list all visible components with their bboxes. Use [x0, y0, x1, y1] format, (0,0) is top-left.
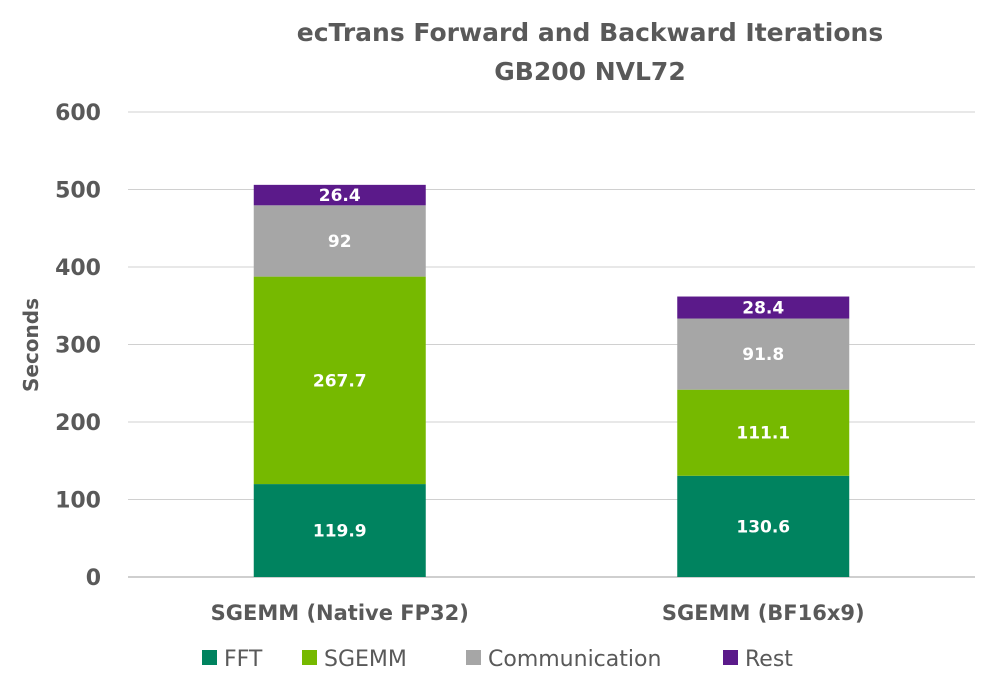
- data-label: 267.7: [313, 371, 367, 391]
- bar-segment-communication: [677, 318, 850, 390]
- data-label: 91.8: [742, 345, 784, 365]
- data-label: 92: [328, 232, 352, 252]
- legend-swatch: [723, 650, 738, 665]
- bar-segment-fft: [677, 475, 850, 577]
- bar-segment-sgemm: [253, 276, 426, 485]
- legend-label: SGEMM: [324, 647, 407, 672]
- legend-swatch: [466, 650, 481, 665]
- legend-swatch: [302, 650, 317, 665]
- x-category-label: SGEMM (Native FP32): [211, 601, 469, 625]
- x-category-label: SGEMM (BF16x9): [662, 601, 865, 625]
- data-label: 130.6: [736, 517, 790, 537]
- bar-segment-rest: [253, 184, 426, 206]
- data-label: 26.4: [319, 186, 361, 206]
- y-tick-label: 400: [55, 256, 101, 281]
- bar-segment-rest: [677, 296, 850, 319]
- data-label: 111.1: [736, 424, 790, 444]
- y-tick-label: 600: [55, 101, 101, 126]
- bar-segment-fft: [253, 484, 426, 577]
- data-label: 28.4: [742, 299, 784, 319]
- bar-segment-sgemm: [677, 389, 850, 476]
- y-tick-label: 500: [55, 179, 101, 204]
- bar-segment-communication: [253, 205, 426, 277]
- y-axis-label: Seconds: [19, 298, 43, 392]
- y-tick-label: 300: [55, 334, 101, 359]
- legend-label: Communication: [488, 647, 661, 672]
- y-tick-label: 100: [55, 489, 101, 514]
- legend-label: FFT: [224, 647, 263, 672]
- y-tick-label: 0: [86, 566, 101, 591]
- y-tick-label: 200: [55, 411, 101, 436]
- chart-title: ecTrans Forward and Backward Iterations: [297, 18, 883, 47]
- legend-label: Rest: [745, 647, 793, 672]
- data-label: 119.9: [313, 522, 367, 542]
- legend-swatch: [202, 650, 217, 665]
- chart-subtitle: GB200 NVL72: [494, 57, 685, 86]
